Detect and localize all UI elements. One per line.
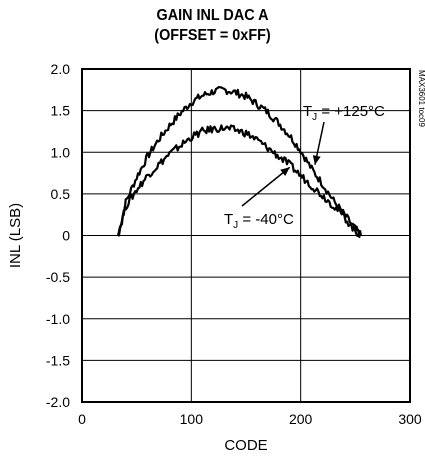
- annotation-cold-leader: [241, 166, 291, 207]
- annotation-cold-t: T: [224, 211, 233, 228]
- series-line-cold: [117, 124, 362, 237]
- x-tick-label: 300: [398, 411, 422, 427]
- y-tick-label: 1.0: [51, 144, 71, 160]
- y-tick-label: -0.5: [46, 269, 70, 285]
- y-axis-label: INL (LSB): [7, 203, 24, 268]
- annotation-cold-rest: = -40°C: [238, 211, 294, 228]
- x-tick-label: 100: [180, 411, 204, 427]
- y-tick-label: -1.0: [46, 311, 70, 327]
- x-tick-label: 0: [78, 411, 86, 427]
- x-tick-labels: 0 100 200 300: [78, 411, 422, 427]
- chart-title-line-1: GAIN INL DAC A: [156, 7, 269, 24]
- y-tick-label: 0.5: [51, 186, 71, 202]
- annotation-cold-label: TJ = -40°C: [224, 211, 294, 231]
- annotation-cold-arrowhead: [280, 167, 290, 177]
- y-tick-label: 1.5: [51, 103, 71, 119]
- annotation-hot: TJ = +125°C: [303, 103, 385, 165]
- x-tick-label: 200: [289, 411, 313, 427]
- chart-title: GAIN INL DAC A (OFFSET = 0xFF): [21, 6, 404, 46]
- chart-title-line-2: (OFFSET = 0xFF): [154, 27, 271, 44]
- annotation-hot-arrowhead: [312, 155, 321, 165]
- annotation-hot-rest: = +125°C: [317, 103, 385, 120]
- annotation-cold-sub: J: [233, 220, 238, 231]
- plot-frame: [81, 68, 411, 403]
- series-line-hot: [117, 86, 362, 239]
- annotation-cold: TJ = -40°C: [224, 166, 294, 231]
- y-tick-labels: 2.0 1.5 1.0 0.5 0 -0.5 -1.0 -1.5 -2.0: [46, 61, 70, 410]
- x-axis-label: CODE: [224, 437, 267, 454]
- annotation-hot-label: TJ = +125°C: [303, 103, 385, 123]
- y-tick-label: 2.0: [51, 61, 71, 77]
- annotation-hot-sub: J: [312, 112, 317, 123]
- annotation-hot-t: T: [303, 103, 312, 120]
- y-tick-label: 0: [62, 228, 70, 244]
- y-tick-label: -1.5: [46, 352, 70, 368]
- y-tick-label: -2.0: [46, 394, 70, 410]
- figure-code: MAX3601 toc09: [417, 70, 425, 127]
- series-group: [117, 86, 362, 239]
